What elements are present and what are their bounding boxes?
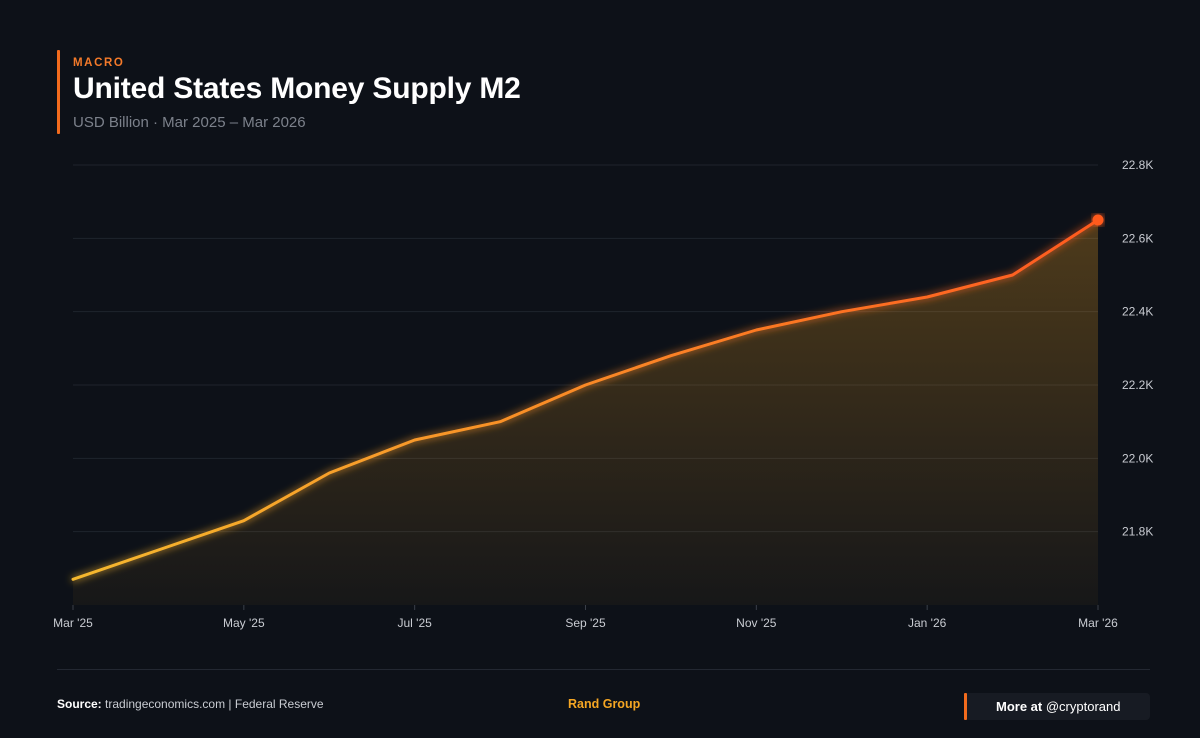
x-tick-label: Mar '25 bbox=[53, 616, 93, 630]
source-label: Source: bbox=[57, 697, 102, 711]
area-fill bbox=[73, 220, 1098, 605]
x-tick-label: May '25 bbox=[223, 616, 265, 630]
y-tick-label: 22.4K bbox=[1122, 305, 1153, 319]
x-axis: Mar '25 May '25 Jul '25 Sep '25 Nov '25 Jan '… bbox=[53, 605, 1118, 630]
source-note: Source: tradingeconomics.com | Federal R… bbox=[57, 697, 324, 711]
header-accent-bar bbox=[57, 50, 60, 134]
y-axis: 21.8K 22.0K 22.2K 22.4K 22.6K 22.8K bbox=[1122, 158, 1153, 539]
y-tick-label: 22.0K bbox=[1122, 451, 1153, 465]
last-point-marker bbox=[1092, 214, 1104, 226]
x-tick-label: Nov '25 bbox=[736, 616, 777, 630]
more-at-handle: @cryptorand bbox=[1042, 699, 1121, 714]
source-text: tradingeconomics.com | Federal Reserve bbox=[101, 697, 324, 711]
y-tick-label: 21.8K bbox=[1122, 525, 1153, 539]
badge-accent-bar bbox=[964, 693, 967, 720]
chart-subtitle: USD Billion · Mar 2025 – Mar 2026 bbox=[73, 114, 306, 131]
footer-divider bbox=[57, 669, 1150, 670]
more-at-text: More at @cryptorand bbox=[996, 699, 1120, 714]
series-m2 bbox=[71, 214, 1104, 605]
chart-kicker: MACRO bbox=[73, 57, 125, 69]
y-tick-label: 22.8K bbox=[1122, 158, 1153, 172]
more-at-badge[interactable]: More at @cryptorand bbox=[964, 693, 1150, 720]
x-tick-label: Mar '26 bbox=[1078, 616, 1118, 630]
chart-title: United States Money Supply M2 bbox=[73, 72, 521, 105]
x-tick-label: Jan '26 bbox=[908, 616, 947, 630]
brand-label: Rand Group bbox=[568, 697, 641, 711]
more-at-label: More at bbox=[996, 699, 1043, 714]
series-line bbox=[71, 218, 1100, 581]
x-tick-label: Sep '25 bbox=[565, 616, 606, 630]
y-tick-label: 22.6K bbox=[1122, 231, 1153, 245]
y-tick-label: 22.2K bbox=[1122, 378, 1153, 392]
x-tick-label: Jul '25 bbox=[398, 616, 433, 630]
